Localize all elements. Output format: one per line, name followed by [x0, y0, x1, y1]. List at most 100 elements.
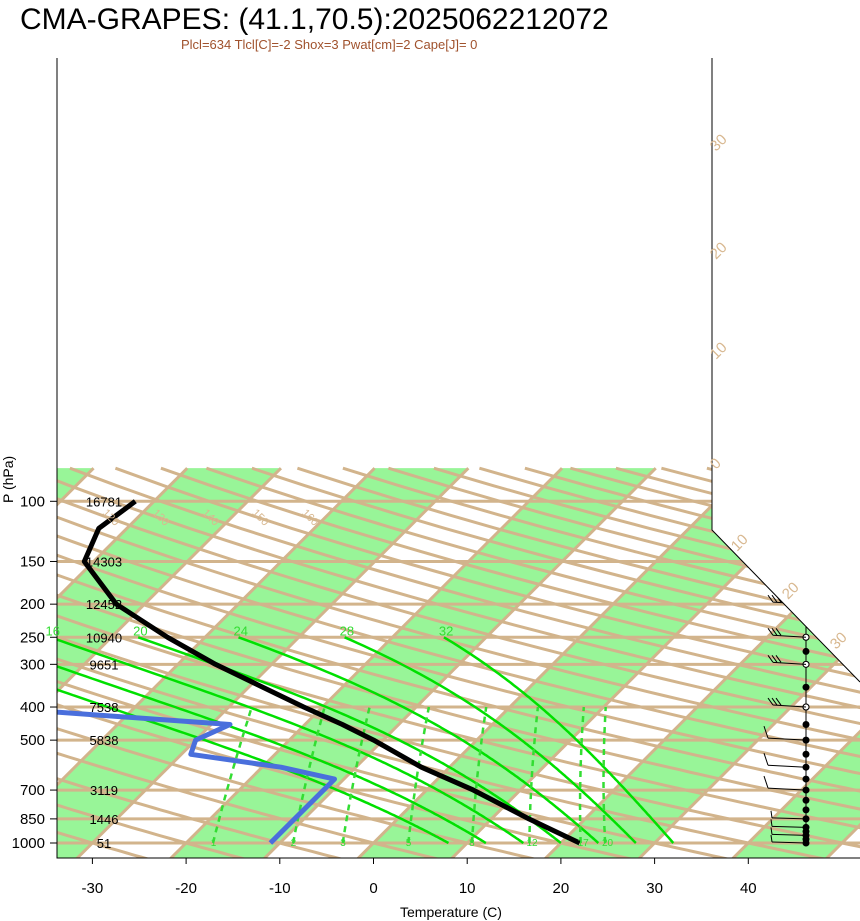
wind-level-dot	[802, 600, 810, 608]
moist-adiabat-label: 32	[439, 623, 453, 638]
wind-level-dot	[802, 806, 810, 814]
wind-level-dot	[802, 721, 810, 729]
isotherm-label: 30	[827, 629, 851, 653]
dry-adiabat-line	[57, 466, 555, 858]
wind-barb-feather	[763, 775, 769, 789]
wind-barb-feather	[771, 594, 778, 603]
moist-adiabat-line	[238, 636, 600, 844]
mixing-ratio-line	[407, 706, 431, 844]
isotherm-line	[57, 467, 282, 858]
height-label: 10940	[86, 630, 122, 645]
dry-adiabat-line	[160, 466, 860, 858]
height-label: 5838	[90, 733, 119, 748]
dry-adiabats	[57, 466, 860, 858]
wind-barb-feather	[771, 627, 778, 636]
chart-subtitle: Plcl=634 Tlcl[C]=-2 Shox=3 Pwat[cm]=2 Ca…	[181, 37, 477, 52]
wind-barb-feather	[767, 697, 774, 706]
moist-adiabat-label: 20	[133, 623, 147, 638]
temperature-axis: -30 -20 -10 0 10 20 30 40	[82, 858, 757, 897]
pressure-tick-label: 300	[20, 656, 45, 673]
wind-barb-feather	[763, 725, 769, 739]
dry-adiabat-line	[57, 466, 653, 858]
wind-level-dot	[802, 647, 810, 655]
temperature-tick-label: 40	[740, 880, 757, 897]
wind-barb-circle	[802, 497, 810, 505]
height-label: 7538	[90, 700, 119, 715]
pressure-tick-label: 100	[20, 493, 45, 510]
dry-adiabat-line	[57, 466, 860, 858]
wind-level-dot	[802, 683, 810, 691]
dry-adiabat-line	[57, 466, 750, 858]
wind-barb-feather	[770, 819, 773, 827]
pressure-tick-label: 700	[20, 782, 45, 799]
wind-barb-circle	[802, 557, 810, 565]
wind-level-dot	[802, 750, 810, 758]
wind-barb-staff	[771, 825, 807, 828]
mixing-ratio-label: 3	[340, 838, 346, 849]
moist-adiabat-label: 24	[234, 623, 248, 638]
mixing-ratio-label: 1	[211, 838, 217, 849]
wind-barb-feather	[770, 810, 773, 818]
wind-barb-circle	[802, 600, 810, 608]
height-label: 9651	[90, 657, 119, 672]
dewpoint-profile-line	[57, 499, 337, 845]
mixing-ratio-line	[211, 706, 253, 844]
mixing-ratio-label: 2	[291, 838, 297, 849]
isotherm-line	[57, 467, 189, 858]
height-labels: 16781 14303 12452 10940 9651 7538 5838 3119 1446…	[86, 494, 122, 851]
moist-adiabat-line	[57, 636, 525, 845]
wind-barb-staff	[767, 764, 807, 768]
temperature-tick-label: -10	[269, 880, 291, 897]
dry-adiabat-line	[57, 466, 860, 858]
isotherm-line	[70, 467, 470, 858]
wind-barb-feather	[775, 697, 782, 706]
temperature-band	[727, 468, 860, 858]
isotherm-line	[57, 467, 376, 858]
isotherm-line	[726, 467, 860, 858]
wind-barb-feather	[771, 552, 778, 560]
dry-adiabat-line	[57, 466, 848, 858]
dry-adiabat-line	[69, 466, 860, 858]
plot-area	[57, 58, 860, 858]
temperature-tick-label: 20	[553, 880, 570, 897]
mixing-ratio-label: 12	[526, 838, 538, 849]
mixing-ratio-line	[602, 706, 607, 844]
pressure-tick-label: 500	[20, 732, 45, 749]
wind-barb-feather	[763, 753, 769, 766]
moist-adiabat-line	[443, 636, 675, 844]
temperature-tick-label: 10	[459, 880, 476, 897]
x-axis-title: Temperature (C)	[400, 904, 502, 920]
temperature-tick-label: 30	[646, 880, 663, 897]
wind-barb-staff	[767, 737, 807, 741]
moist-adiabat-line	[57, 636, 487, 845]
wind-level-dot	[802, 796, 810, 804]
chart-title: CMA-GRAPES: (41.1,70.5):2025062212072	[20, 3, 609, 36]
dry-adiabat-line	[57, 466, 860, 858]
wind-barb-feather	[775, 655, 782, 663]
sounding-profiles	[57, 499, 581, 846]
mixing-ratio-line	[291, 706, 326, 844]
wind-level-dot	[802, 497, 810, 505]
mixing-ratio-label: 17	[578, 838, 590, 849]
wind-barb-feather	[775, 492, 782, 500]
pressure-tick-label: 150	[20, 553, 45, 570]
wind-barb-feather	[770, 827, 773, 835]
wind-barb-feather	[767, 492, 774, 500]
pressure-axis: 100 150 200 250 300 400 500 700 850 1000	[12, 493, 57, 852]
plot-frame	[56, 58, 860, 859]
wind-barb-staff	[771, 833, 807, 836]
wind-level-dot	[802, 524, 810, 532]
wind-barb-feather	[767, 627, 774, 636]
mixing-ratio-label: 20	[602, 838, 614, 849]
wind-barb-staff	[771, 841, 807, 844]
dry-adiabat-line	[114, 466, 860, 858]
dry-adiabat-line	[57, 467, 165, 858]
wind-barb-staff	[772, 558, 807, 562]
height-label: 12452	[86, 597, 122, 612]
height-label: 16781	[86, 494, 122, 509]
isotherm-line	[539, 467, 860, 858]
dry-adiabat-line	[57, 466, 860, 858]
wind-barb-feather	[767, 594, 774, 603]
isotherm-lines	[57, 467, 860, 858]
